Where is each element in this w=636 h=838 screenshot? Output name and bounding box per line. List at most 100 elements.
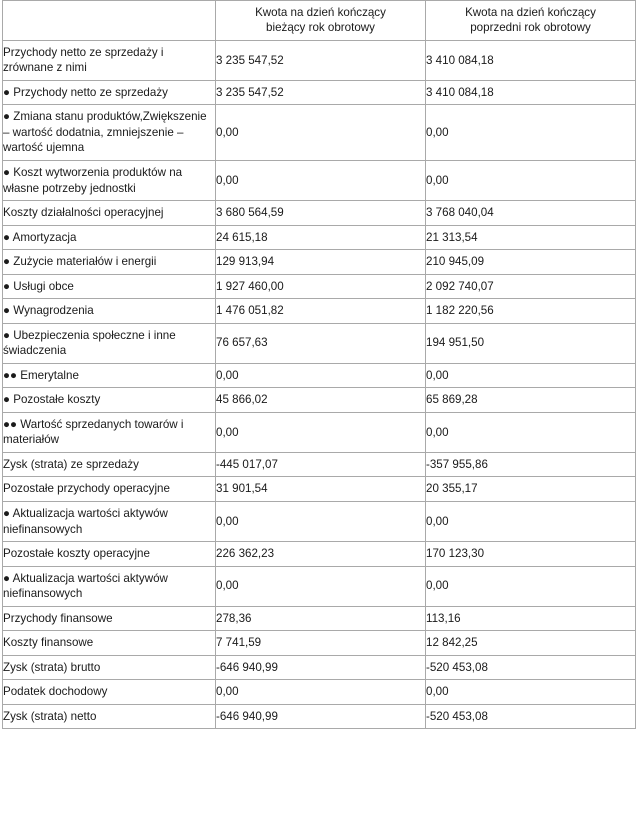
row-value-current: 0,00 <box>215 565 426 607</box>
table-row: ● Aktualizacja wartości aktywów niefinans… <box>2 565 636 607</box>
table-header: Kwota na dzień kończący bieżący rok obro… <box>2 0 636 41</box>
row-label-cell: ● Przychody netto ze sprzedaży <box>2 79 216 106</box>
table-row: ● Wynagrodzenia 1 476 051,82 1 182 220,56 <box>2 298 636 324</box>
table-row: Zysk (strata) ze sprzedaży -445 017,07 -35… <box>2 451 636 478</box>
bullet-icon: ● <box>3 506 11 520</box>
row-value-current: 3 680 564,59 <box>215 200 426 226</box>
row-label-text: Zmiana stanu produktów,Zwiększenie – war… <box>3 110 207 155</box>
row-label-cell: ●● Wartość sprzedanych towarów i materiał… <box>2 411 216 453</box>
row-value-current: 226 362,23 <box>215 541 426 567</box>
table-row: ● Przychody netto ze sprzedaży 3 235 547,5… <box>2 79 636 106</box>
bullet-icon: ● <box>3 85 11 99</box>
row-label-text: Aktualizacja wartości aktywów niefinanso… <box>3 571 168 601</box>
row-label-cell: ● Usługi obce <box>2 273 216 300</box>
row-value-previous: 20 355,17 <box>425 476 636 502</box>
table-row: ●● Emerytalne 0,00 0,00 <box>2 362 636 389</box>
bullet-icon: ● <box>3 110 11 124</box>
table-row: Pozostałe przychody operacyjne 31 901,54 2… <box>2 476 636 502</box>
row-value-previous: 170 123,30 <box>425 541 636 567</box>
row-value-current: 24 615,18 <box>215 224 426 251</box>
header-current-line1: Kwota na dzień kończący <box>255 6 386 19</box>
table-row: ● Ubezpieczenia społeczne i inne świadcze… <box>2 322 636 364</box>
row-label-text: Usługi obce <box>13 279 74 293</box>
row-label-cell: Zysk (strata) brutto <box>2 654 216 681</box>
row-value-previous: -520 453,08 <box>425 703 636 730</box>
row-value-previous: 113,16 <box>425 605 636 632</box>
row-value-current: -445 017,07 <box>215 451 426 478</box>
row-label-text: Wartość sprzedanych towarów i materiałów <box>3 417 184 447</box>
row-label-text: Amortyzacja <box>12 230 77 244</box>
row-label-text: Pozostałe koszty <box>13 393 101 407</box>
row-label-cell: ● Pozostałe koszty <box>2 387 216 413</box>
row-label-cell: ● Zużycie materiałów i energii <box>2 249 216 275</box>
row-value-previous: 0,00 <box>425 411 636 453</box>
sub-bullet-icon: ●● <box>3 417 18 431</box>
row-label-cell: Przychody finansowe <box>2 605 216 632</box>
sub-bullet-icon: ●● <box>3 368 18 382</box>
row-label-cell: ● Ubezpieczenia społeczne i inne świadcze… <box>2 322 216 364</box>
row-label-text: Przychody finansowe <box>3 611 113 625</box>
row-label-cell: ●● Emerytalne <box>2 362 216 389</box>
row-label-cell: Pozostałe przychody operacyjne <box>2 476 216 502</box>
row-label-cell: Podatek dochodowy <box>2 679 216 705</box>
bullet-icon: ● <box>3 230 11 244</box>
row-value-current: -646 940,99 <box>215 703 426 730</box>
table-row: Przychody finansowe 278,36 113,16 <box>2 605 636 632</box>
row-value-current: 31 901,54 <box>215 476 426 502</box>
row-value-current: 3 235 547,52 <box>215 79 426 106</box>
table-row: Pozostałe koszty operacyjne 226 362,23 170… <box>2 541 636 567</box>
row-label-text: Pozostałe przychody operacyjne <box>3 482 170 496</box>
row-label-cell: Pozostałe koszty operacyjne <box>2 541 216 567</box>
row-value-previous: 3 410 084,18 <box>425 79 636 106</box>
row-value-previous: 0,00 <box>425 159 636 202</box>
row-value-previous: 0,00 <box>425 362 636 389</box>
row-label-cell: Zysk (strata) netto <box>2 703 216 730</box>
row-value-current: 0,00 <box>215 362 426 389</box>
profit-and-loss-table: Kwota na dzień kończący bieżący rok obro… <box>2 0 636 730</box>
header-row: Kwota na dzień kończący bieżący rok obro… <box>2 0 636 41</box>
row-label-text: Koszty finansowe <box>3 636 94 650</box>
row-value-previous: -357 955,86 <box>425 451 636 478</box>
row-label-cell: ● Aktualizacja wartości aktywów niefinans… <box>2 565 216 607</box>
row-label-text: Przychody netto ze sprzedaży <box>13 85 168 99</box>
table-row: ● Koszt wytworzenia produktów na własne p… <box>2 159 636 202</box>
bullet-icon: ● <box>3 571 11 585</box>
row-value-previous: 3 768 040,04 <box>425 200 636 226</box>
row-value-previous: 210 945,09 <box>425 249 636 275</box>
row-value-current: 1 927 460,00 <box>215 273 426 300</box>
table-row: Podatek dochodowy 0,00 0,00 <box>2 679 636 705</box>
table-row: Koszty finansowe 7 741,59 12 842,25 <box>2 630 636 656</box>
row-value-current: 0,00 <box>215 104 426 161</box>
row-value-current: 76 657,63 <box>215 322 426 364</box>
row-value-current: 45 866,02 <box>215 387 426 413</box>
header-previous-line2: poprzedni rok obrotowy <box>470 21 591 35</box>
table-row: ● Zmiana stanu produktów,Zwiększenie – wa… <box>2 104 636 161</box>
header-current-line2: bieżący rok obrotowy <box>266 21 375 35</box>
bullet-icon: ● <box>3 255 11 269</box>
row-value-current: -646 940,99 <box>215 654 426 681</box>
header-cell-previous-year: Kwota na dzień kończący poprzedni rok ob… <box>425 0 636 41</box>
header-cell-current-year: Kwota na dzień kończący bieżący rok obro… <box>215 0 426 41</box>
row-label-cell: Koszty finansowe <box>2 630 216 656</box>
row-value-previous: -520 453,08 <box>425 654 636 681</box>
row-label-cell: ● Zmiana stanu produktów,Zwiększenie – wa… <box>2 104 216 161</box>
row-label-text: Emerytalne <box>20 368 79 382</box>
row-label-text: Zysk (strata) ze sprzedaży <box>3 457 139 471</box>
row-value-previous: 21 313,54 <box>425 224 636 251</box>
row-value-current: 1 476 051,82 <box>215 298 426 324</box>
table-row: Koszty działalności operacyjnej 3 680 564… <box>2 200 636 226</box>
row-label-text: Ubezpieczenia społeczne i inne świadczen… <box>3 328 176 358</box>
row-value-previous: 2 092 740,07 <box>425 273 636 300</box>
row-label-cell: ● Amortyzacja <box>2 224 216 251</box>
row-value-current: 7 741,59 <box>215 630 426 656</box>
row-value-previous: 0,00 <box>425 500 636 543</box>
header-cell-blank <box>2 0 216 41</box>
row-value-previous: 3 410 084,18 <box>425 39 636 81</box>
row-value-previous: 194 951,50 <box>425 322 636 364</box>
bullet-icon: ● <box>3 393 11 407</box>
bullet-icon: ● <box>3 304 11 318</box>
row-label-text: Wynagrodzenia <box>13 304 94 318</box>
row-label-cell: Koszty działalności operacyjnej <box>2 200 216 226</box>
row-value-current: 0,00 <box>215 679 426 705</box>
row-label-text: Przychody netto ze sprzedaży i zrównane … <box>3 45 164 75</box>
